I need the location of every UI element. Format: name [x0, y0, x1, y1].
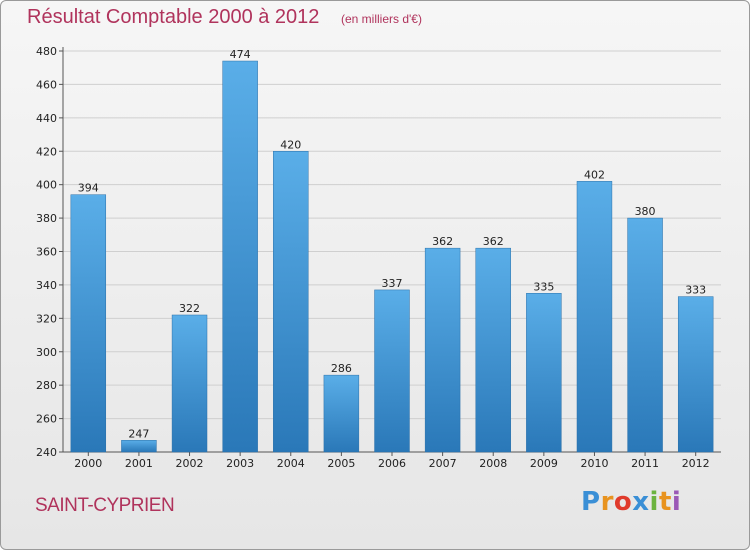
x-tick-label-2006: 2006: [378, 457, 406, 470]
x-tick-label-2002: 2002: [176, 457, 204, 470]
data-label-2006: 337: [382, 277, 403, 290]
logo-letter: P: [581, 487, 601, 517]
data-label-2005: 286: [331, 362, 352, 375]
bars: [70, 60, 714, 453]
place-name: SAINT-CYPRIEN: [35, 495, 175, 516]
logo-letter: t: [658, 487, 672, 517]
data-label-2003: 474: [230, 48, 251, 61]
data-label-2001: 247: [128, 427, 149, 440]
logo-letter: i: [671, 487, 682, 517]
y-tick-label: 280: [36, 379, 57, 392]
logo-letter: x: [632, 487, 650, 517]
y-tick-label: 260: [36, 413, 57, 426]
x-tick-label-2003: 2003: [226, 457, 254, 470]
data-label-2011: 380: [635, 205, 656, 218]
bar-2004: [273, 151, 309, 453]
bar-2010: [576, 181, 613, 453]
y-tick-label: 240: [36, 446, 57, 459]
bar-2005: [323, 374, 360, 453]
x-tick-label-2000: 2000: [74, 457, 102, 470]
y-tick-label: 360: [36, 246, 57, 259]
x-tick-label-2010: 2010: [580, 457, 608, 470]
bar-2000: [70, 194, 107, 453]
chart-title: Résultat Comptable 2000 à 2012: [27, 6, 320, 28]
y-tick-label: 440: [36, 112, 57, 125]
y-tick-label: 380: [36, 212, 57, 225]
y-tick-label: 480: [36, 45, 57, 58]
y-tick-label: 340: [36, 279, 57, 292]
x-tick-label-2009: 2009: [530, 457, 558, 470]
data-label-2008: 362: [483, 235, 504, 248]
bar-2011: [627, 217, 663, 453]
x-tick-label-2008: 2008: [479, 457, 507, 470]
data-labels: 394 247 322 474 420 286 337 362 362 335 402 380 333: [78, 48, 706, 440]
data-label-2012: 333: [685, 284, 706, 297]
data-label-2000: 394: [78, 182, 99, 195]
y-tick-label: 320: [36, 312, 57, 325]
logo-letter: o: [613, 487, 633, 517]
logo-letter: r: [600, 487, 614, 517]
x-tick-label-2012: 2012: [682, 457, 710, 470]
bar-2012: [677, 296, 714, 453]
bar-2003: [222, 60, 258, 453]
x-tick-label-2011: 2011: [631, 457, 659, 470]
bar-2006: [374, 289, 410, 453]
y-tick-label: 460: [36, 78, 57, 91]
x-tick-label-2004: 2004: [277, 457, 305, 470]
bar-2002: [171, 314, 208, 453]
bar-2009: [526, 293, 562, 453]
bar-2007: [424, 247, 461, 453]
data-label-2009: 335: [533, 280, 554, 293]
logo-letter: i: [649, 487, 659, 517]
unit-note: (en milliers d'€): [341, 12, 422, 26]
x-tick-label-2007: 2007: [429, 457, 457, 470]
y-tick-label: 420: [36, 145, 57, 158]
data-label-2007: 362: [432, 235, 453, 248]
data-label-2004: 420: [280, 138, 301, 151]
x-tick-label-2001: 2001: [125, 457, 153, 470]
x-tick-label-2005: 2005: [327, 457, 355, 470]
bar-2008: [475, 247, 511, 453]
axes: 240 260 280 300 320 340 360 380 400 420 440 460 480 2…: [36, 45, 721, 470]
proxiti-logo: Proxiti: [581, 487, 681, 517]
bar-2001: [121, 440, 157, 453]
data-label-2010: 402: [584, 168, 605, 181]
y-tick-label: 400: [36, 179, 57, 192]
data-label-2002: 322: [179, 302, 200, 315]
y-tick-label: 300: [36, 346, 57, 359]
